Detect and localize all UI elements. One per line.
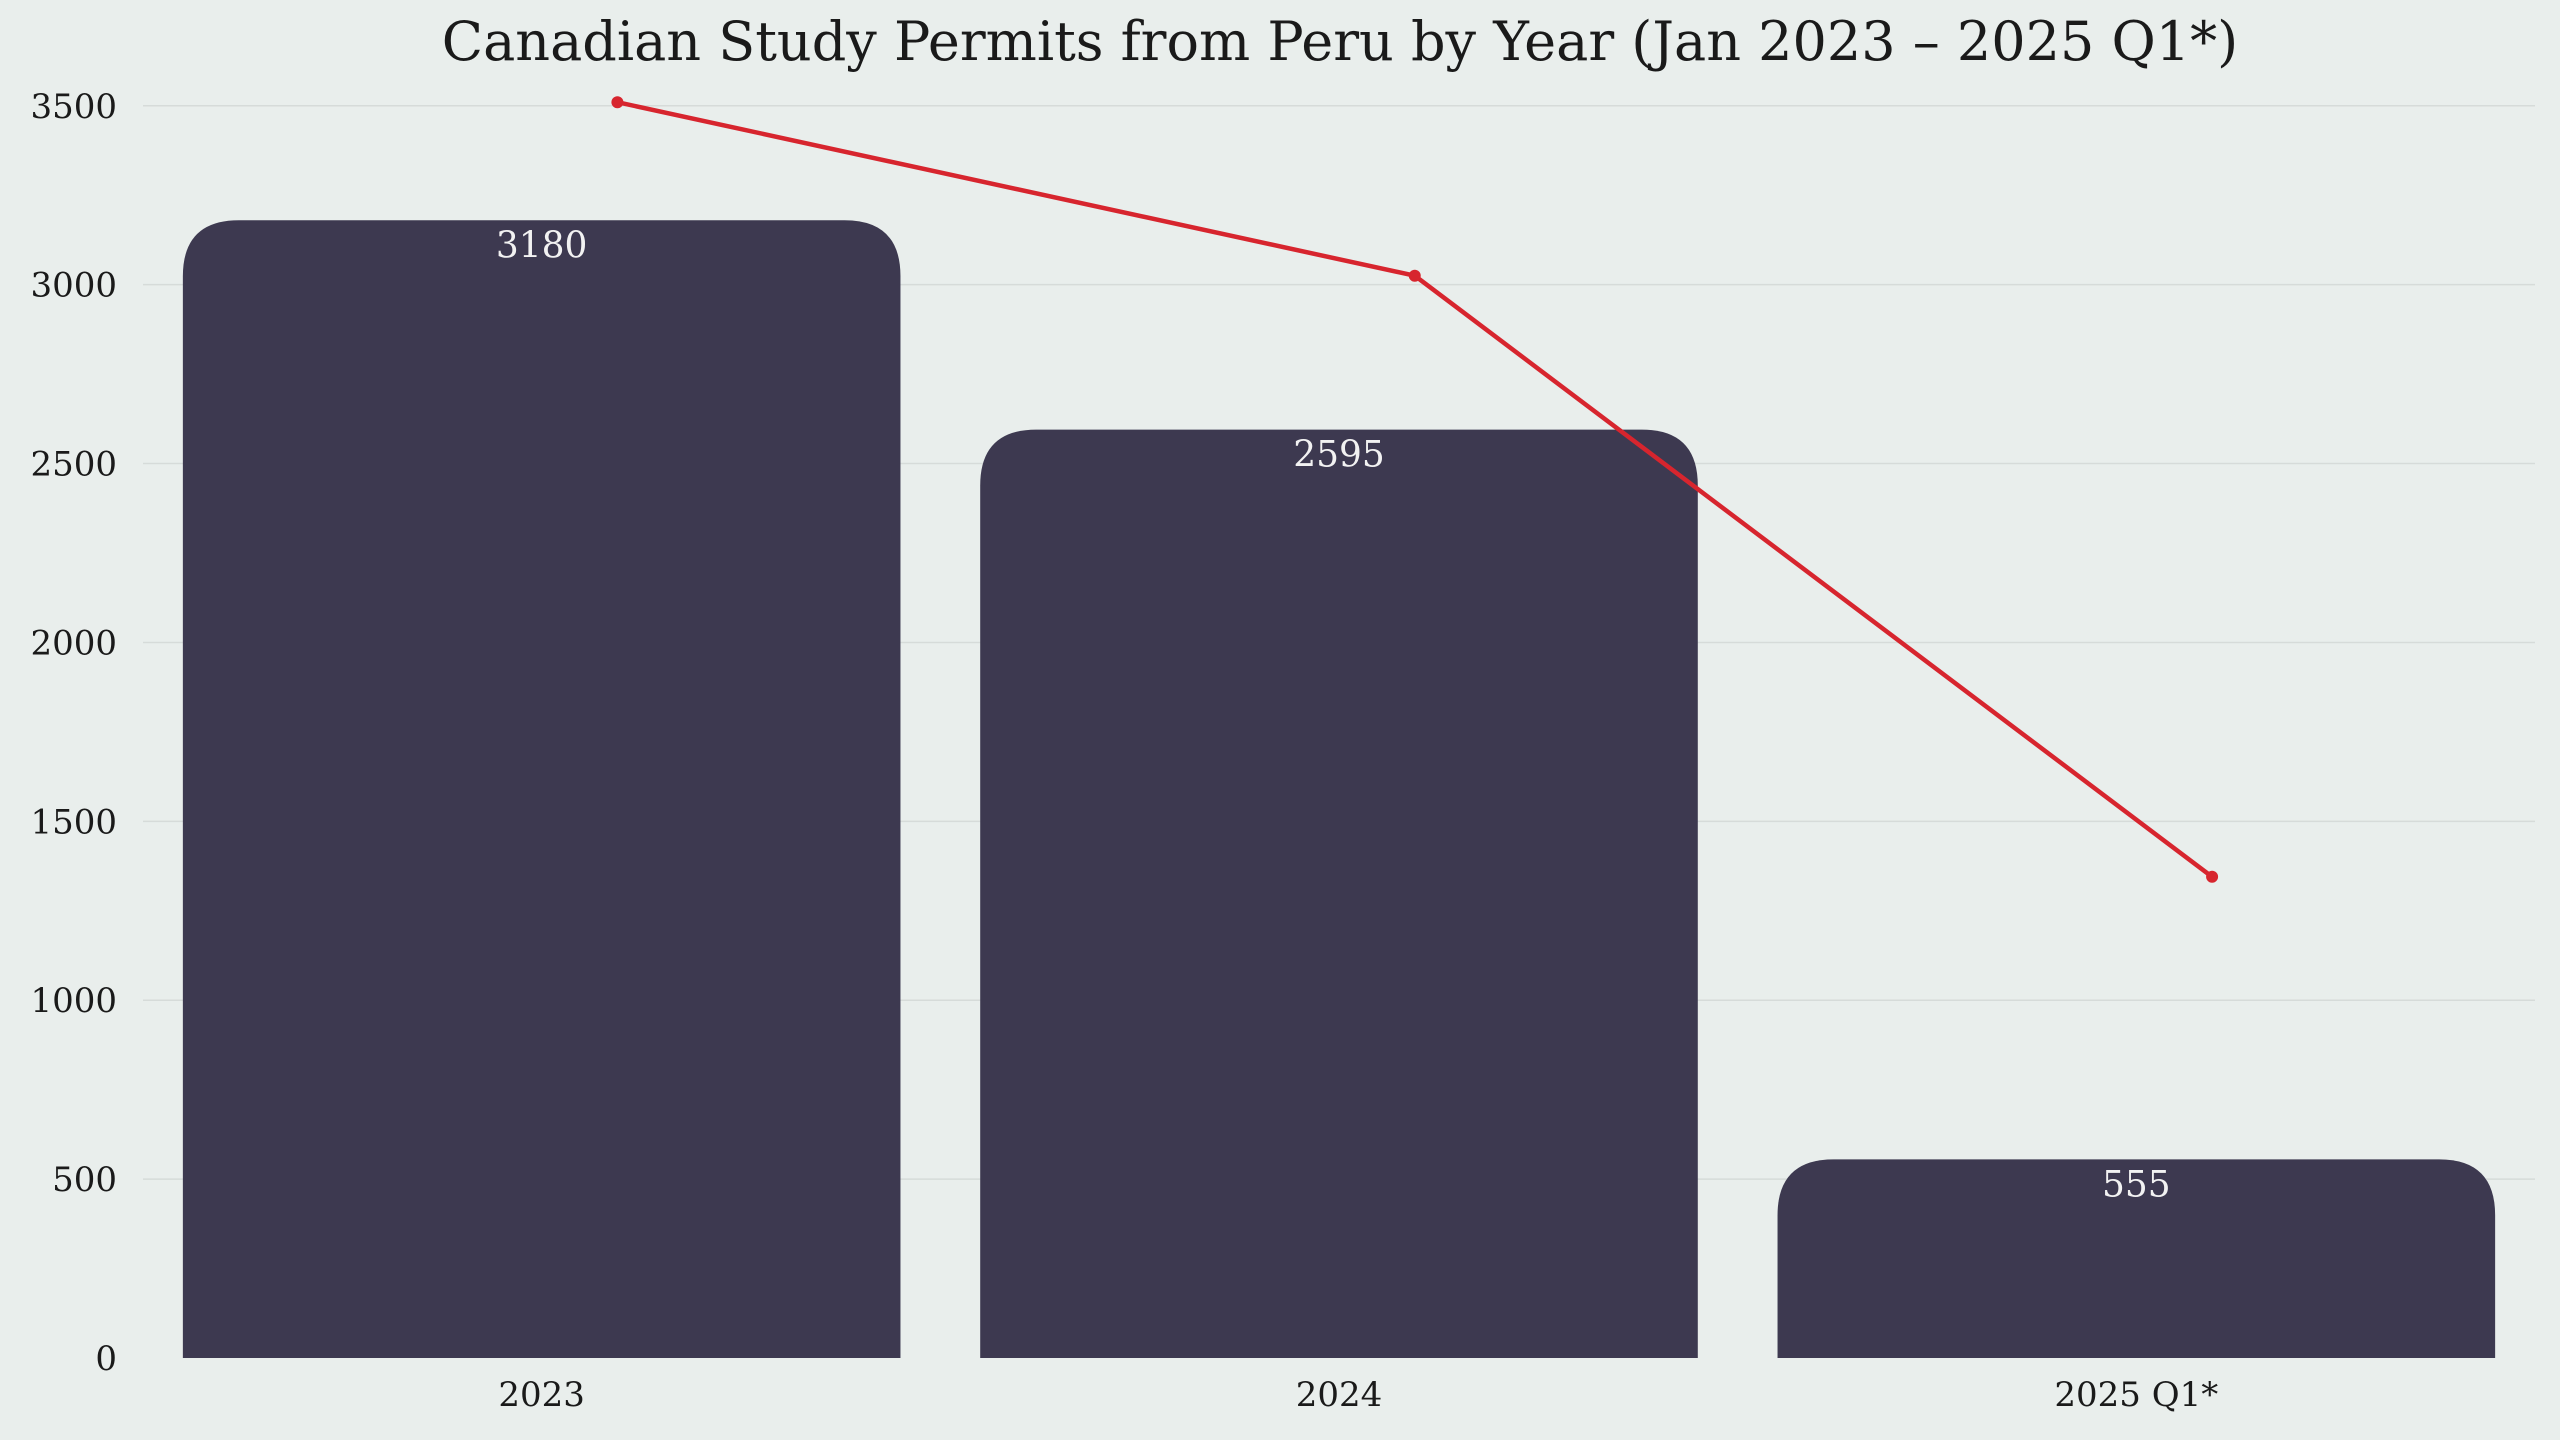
y-tick-label: 500 — [52, 1160, 117, 1200]
trend-point — [611, 96, 624, 109]
bar-data-label: 3180 — [496, 225, 588, 266]
y-axis-ticks: 0 500 1000 1500 2000 2500 3000 3500 — [30, 87, 117, 1379]
x-tick-label: 2024 — [1296, 1375, 1383, 1415]
y-tick-label: 1500 — [30, 802, 117, 842]
bars — [182, 220, 2496, 1359]
trend-point — [1408, 269, 1421, 282]
y-tick-label: 2000 — [30, 623, 117, 663]
y-tick-label: 0 — [95, 1339, 117, 1379]
bar — [1777, 1159, 2496, 1358]
bar-data-label: 2595 — [1293, 435, 1385, 476]
bar-data-label: 555 — [2102, 1164, 2171, 1205]
y-tick-label: 3000 — [30, 266, 117, 306]
bar-labels: 3180 2595 555 — [496, 225, 2171, 1205]
x-axis-ticks: 2023 2024 2025 Q1* — [498, 1375, 2218, 1415]
bar — [182, 220, 901, 1359]
chart-title: Canadian Study Permits from Peru by Year… — [442, 10, 2238, 73]
y-tick-label: 1000 — [30, 981, 117, 1021]
x-tick-label: 2023 — [498, 1375, 585, 1415]
bar — [980, 429, 1698, 1359]
y-tick-label: 2500 — [30, 445, 117, 485]
x-tick-label: 2025 Q1* — [2054, 1375, 2218, 1415]
trend-line-series — [611, 96, 2219, 883]
trend-point — [2206, 870, 2219, 883]
y-tick-label: 3500 — [30, 87, 117, 127]
